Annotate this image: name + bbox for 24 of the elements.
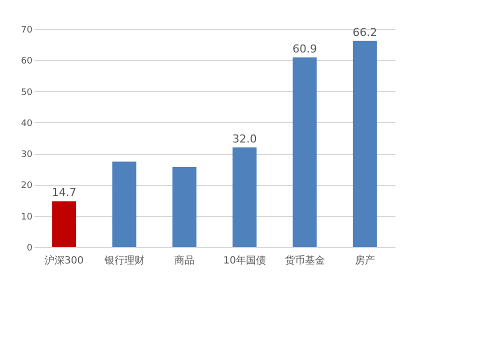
bar [232, 147, 257, 247]
x-tick-label: 房产 [354, 254, 375, 266]
x-tick-label: 沪深300 [44, 254, 84, 266]
y-tick-label: 10 [21, 212, 33, 222]
data-label: 60.9 [292, 42, 317, 56]
x-tick-label: 银行理财 [103, 254, 144, 266]
bar [292, 57, 317, 247]
bar [112, 162, 136, 247]
y-tick-label: 0 [26, 244, 33, 254]
y-tick-label: 30 [21, 150, 33, 160]
y-tick-label: 60 [21, 56, 33, 67]
x-tick-label: 商品 [174, 254, 194, 266]
data-label: 66.2 [352, 26, 378, 39]
y-tick-label: 20 [21, 181, 33, 192]
data-label: 14.7 [52, 186, 76, 200]
y-tick-label: 50 [21, 88, 33, 98]
data-label: 32.0 [232, 132, 257, 146]
bar [52, 201, 76, 247]
y-tick-label: 70 [21, 26, 33, 36]
x-tick-label: 货币基金 [284, 254, 325, 266]
bar [172, 166, 196, 247]
x-tick-label: 10年国债 [223, 254, 266, 266]
y-tick-label: 40 [21, 118, 33, 129]
bar [352, 40, 377, 247]
